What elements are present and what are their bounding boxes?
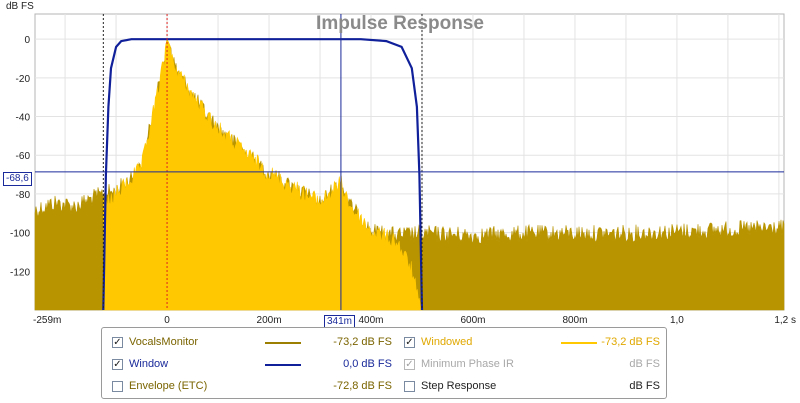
minimum-phase-ir-value: dB FS (629, 358, 660, 370)
y-tick-label: -60 (16, 151, 31, 162)
y-tick-labels: 0 -20 -40 -60 -80 -100 -120 (10, 35, 30, 278)
impulse-response-chart[interactable]: dB FS 0 -20 -40 -60 -80 -100 -120 -259m 0 200m 40… (0, 0, 800, 325)
window-label: Window (129, 358, 169, 370)
y-axis-label: dB FS (6, 1, 34, 12)
legend-row: ✓ VocalsMonitor -73,2 dB FS ✓ Windowed -… (102, 333, 666, 353)
x-tick-label: 1,0 (670, 315, 684, 325)
markers (35, 14, 784, 310)
envelope-etc-label: Envelope (ETC) (129, 380, 208, 392)
y-tick-label: 0 (24, 35, 30, 46)
window-value: 0,0 dB FS (343, 358, 392, 370)
window-checkbox[interactable]: ✓ (112, 359, 123, 370)
windowed-value: -73,2 dB FS (601, 336, 660, 348)
x-tick-label: 400m (358, 315, 383, 325)
windowed-checkbox[interactable]: ✓ (404, 337, 415, 348)
windowed-line-sample (561, 342, 597, 344)
step-response-label: Step Response (421, 380, 497, 392)
x-tick-label: 0 (164, 315, 170, 325)
x-tick-label: 1,2 s (774, 315, 796, 325)
vocalsmonitor-value: -73,2 dB FS (333, 336, 392, 348)
x-tick-label: 600m (460, 315, 485, 325)
x-tick-label: 800m (562, 315, 587, 325)
envelope-etc-checkbox[interactable] (112, 381, 123, 392)
y-tick-label: -100 (10, 229, 30, 240)
y-tick-label: -80 (16, 190, 31, 201)
windowed-label: Windowed (421, 336, 473, 348)
chart-title: Impulse Response (316, 13, 484, 34)
vocalsmonitor-line-sample (265, 342, 301, 344)
envelope-etc-value: -72,8 dB FS (333, 380, 392, 392)
cursor-y-readout: -68,6 (3, 172, 32, 186)
legend-row: ✓ Window 0,0 dB FS ✓ Minimum Phase IR dB… (102, 355, 666, 375)
minimum-phase-ir-label: Minimum Phase IR (421, 358, 514, 370)
series-layer (34, 38, 785, 311)
x-tick-labels: -259m 0 200m 400m 600m 800m 1,0 1,2 s (33, 315, 796, 325)
y-tick-label: -20 (16, 74, 31, 85)
legend-row: Envelope (ETC) -72,8 dB FS Step Response… (102, 377, 666, 397)
windowed-series (103, 39, 422, 311)
legend-panel: ✓ VocalsMonitor -73,2 dB FS ✓ Windowed -… (101, 327, 667, 399)
minimum-phase-ir-checkbox[interactable]: ✓ (404, 359, 415, 370)
window-series (102, 38, 424, 311)
vocalsmonitor-label: VocalsMonitor (129, 336, 199, 348)
y-tick-label: -120 (10, 267, 30, 278)
y-tick-label: -40 (16, 113, 31, 124)
step-response-checkbox[interactable] (404, 381, 415, 392)
window-line-sample (265, 364, 301, 366)
step-response-value: dB FS (629, 380, 660, 392)
x-tick-label: 200m (257, 315, 282, 325)
vocalsmonitor-checkbox[interactable]: ✓ (112, 337, 123, 348)
x-tick-label: -259m (33, 315, 61, 325)
